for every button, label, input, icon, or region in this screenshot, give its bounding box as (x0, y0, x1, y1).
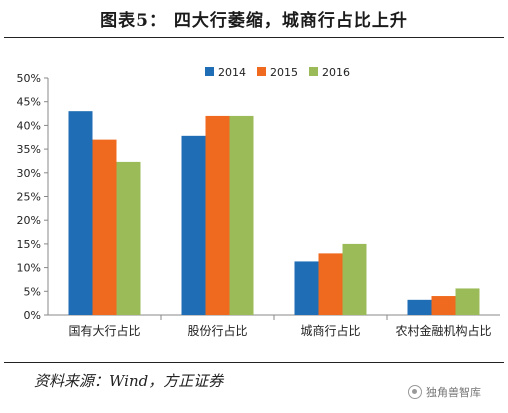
source-note: 资料来源：Wind，方正证券 (34, 372, 224, 390)
legend-swatch-2014 (205, 67, 214, 76)
y-tick-label: 30% (17, 167, 41, 180)
bar-2015 (431, 296, 456, 315)
legend-label-2016: 2016 (322, 66, 350, 79)
bar-2015 (318, 253, 343, 315)
legend-label-2015: 2015 (270, 66, 298, 79)
legend-swatch-2015 (257, 67, 266, 76)
y-tick-label: 50% (17, 72, 41, 85)
x-tick-label: 农村金融机构占比 (395, 323, 491, 338)
watermark-right-text: 独角兽智库 (426, 386, 481, 399)
y-tick-label: 25% (17, 191, 41, 204)
x-tick-label: 城商行占比 (300, 323, 360, 338)
bar-2016 (342, 243, 367, 315)
bar-2015 (92, 139, 117, 315)
x-tick-label: 国有大行占比 (68, 323, 140, 338)
bar-chart: 0% 5% 10% 15% 20% 25% 30% 35% 40% 45% 50% 国有大行占比 股份行… (17, 66, 500, 338)
title-bar: 图表5： 四大行萎缩，城商行占比上升 (0, 0, 508, 40)
legend-label-2014: 2014 (218, 66, 246, 79)
source-divider (4, 362, 504, 363)
y-tick-label: 5% (24, 285, 41, 298)
y-tick-label: 35% (17, 143, 41, 156)
legend-swatch-2016 (309, 67, 318, 76)
y-tick-label: 20% (17, 214, 41, 227)
bar-2014 (294, 261, 319, 315)
bar-2014 (407, 299, 432, 315)
bar-2016 (455, 288, 480, 315)
wechat-icon (408, 385, 422, 399)
bar-2016 (229, 115, 254, 315)
x-tick-label: 股份行占比 (187, 323, 247, 338)
y-tick-label: 10% (17, 262, 41, 275)
watermark-right: 独角兽智库 (408, 384, 481, 400)
chart-title: 图表5： 四大行萎缩，城商行占比上升 (100, 11, 408, 31)
y-tick-label: 40% (17, 119, 41, 132)
bar-2016 (116, 161, 141, 315)
y-tick-label: 15% (17, 238, 41, 251)
y-tick-label: 0% (24, 309, 41, 322)
bar-2014 (68, 111, 93, 316)
bar-2014 (181, 135, 206, 315)
title-divider (4, 37, 504, 38)
bar-2015 (205, 115, 230, 315)
y-tick-label: 45% (17, 96, 41, 109)
